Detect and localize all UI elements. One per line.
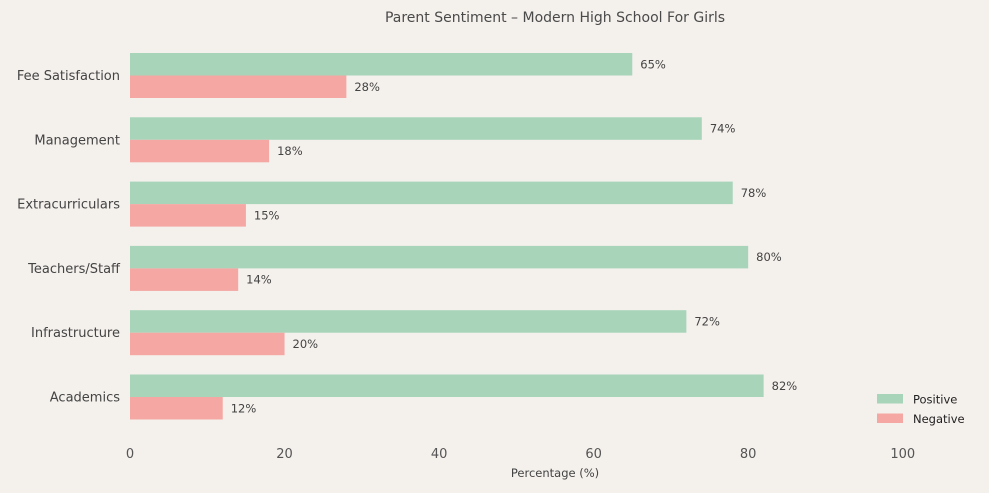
value-label-negative-management: 18% — [277, 144, 303, 158]
bar-negative-teachers-staff — [130, 268, 239, 291]
bar-negative-management — [130, 139, 270, 163]
category-label-extracurriculars: Extracurriculars — [17, 198, 120, 213]
category-label-management: Management — [34, 133, 120, 148]
x-tick-label-60: 60 — [585, 447, 602, 462]
value-label-negative-extracurriculars: 15% — [254, 208, 280, 222]
bar-negative-academics — [130, 397, 223, 420]
value-label-negative-fee-satisfaction: 28% — [354, 80, 380, 94]
x-tick-label-20: 20 — [276, 447, 293, 462]
x-tick-label-0: 0 — [126, 447, 134, 462]
bar-negative-infrastructure — [130, 332, 285, 356]
x-tick-label-40: 40 — [431, 447, 448, 462]
legend-label-negative: Negative — [913, 412, 965, 426]
value-label-positive-infrastructure: 72% — [694, 314, 720, 328]
value-label-positive-fee-satisfaction: 65% — [640, 57, 666, 71]
legend: Positive Negative — [877, 393, 965, 426]
legend-swatch-negative — [877, 413, 903, 423]
bar-positive-extracurriculars — [130, 181, 733, 205]
category-label-teachers-staff: Teachers/Staff — [27, 262, 121, 277]
bar-negative-extracurriculars — [130, 204, 246, 227]
value-label-negative-teachers-staff: 14% — [246, 273, 272, 287]
value-label-negative-academics: 12% — [231, 401, 257, 415]
value-label-positive-academics: 82% — [772, 379, 798, 393]
value-label-negative-infrastructure: 20% — [293, 337, 319, 351]
legend-label-positive: Positive — [913, 393, 957, 407]
bar-positive-management — [130, 117, 702, 140]
category-label-infrastructure: Infrastructure — [31, 326, 120, 341]
bar-negative-fee-satisfaction — [130, 75, 347, 98]
bar-positive-fee-satisfaction — [130, 53, 633, 76]
bar-positive-academics — [130, 374, 764, 397]
legend-swatch-positive — [877, 394, 903, 404]
value-label-positive-extracurriculars: 78% — [741, 186, 767, 200]
category-labels: Fee Satisfaction Management Extracurricula… — [17, 69, 121, 406]
x-tick-labels: 0 20 40 60 80 100 — [126, 447, 915, 462]
x-tick-label-100: 100 — [890, 447, 915, 462]
x-tick-label-80: 80 — [740, 447, 757, 462]
category-label-academics: Academics — [50, 391, 120, 406]
x-axis-label: Percentage (%) — [511, 466, 599, 480]
category-label-fee-satisfaction: Fee Satisfaction — [17, 69, 120, 84]
value-label-positive-teachers-staff: 80% — [756, 250, 782, 264]
chart-title: Parent Sentiment – Modern High School Fo… — [385, 10, 725, 26]
bars-layer: 65% 28% 74% 18% 78% 15% 80% 14% 72% 20% 82% 12% — [130, 53, 797, 420]
bar-positive-infrastructure — [130, 310, 687, 333]
bar-positive-teachers-staff — [130, 245, 749, 269]
value-label-positive-management: 74% — [710, 122, 736, 136]
